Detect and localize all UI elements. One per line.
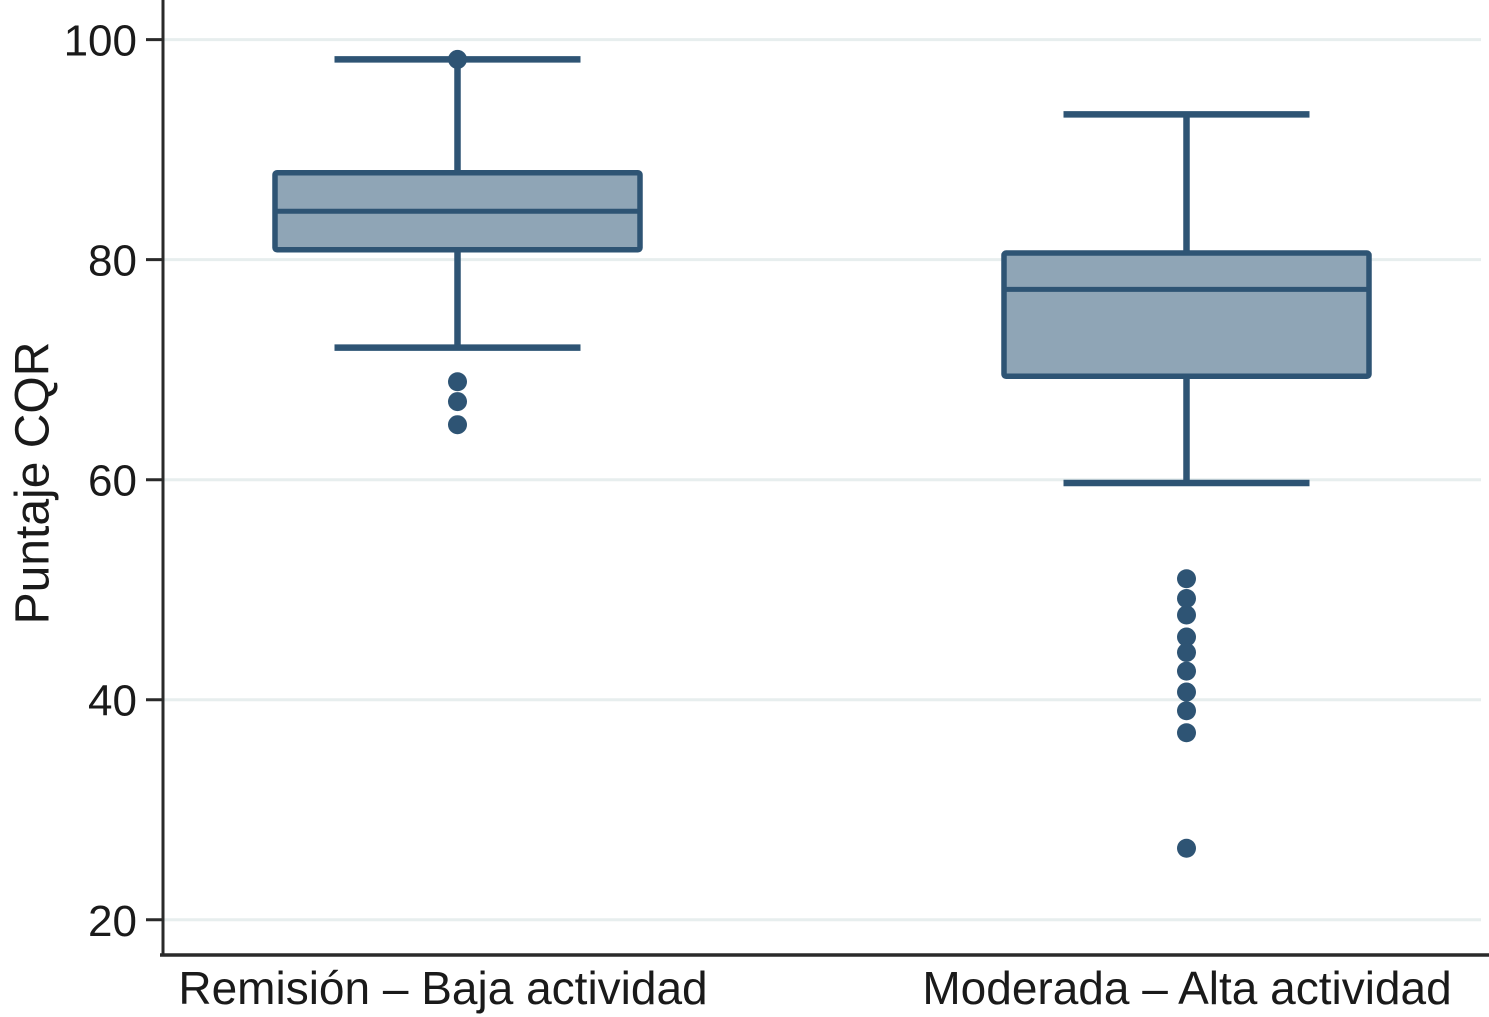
- y-axis-title: Puntaje CQR: [6, 341, 60, 625]
- outlier-dot: [1177, 627, 1196, 647]
- outlier-dot: [1177, 642, 1196, 662]
- y-tick-label-40: 40: [88, 677, 137, 726]
- y-tick-label-20: 20: [88, 897, 137, 946]
- outlier-dot: [1177, 682, 1196, 702]
- outlier-dot: [1177, 723, 1196, 743]
- outlier-dot: [448, 392, 467, 412]
- outlier-dot: [1177, 838, 1196, 858]
- y-tick-label-100: 100: [64, 17, 137, 66]
- outlier-dot: [1177, 701, 1196, 721]
- outlier-dot: [448, 49, 467, 69]
- outlier-dot: [1177, 569, 1196, 589]
- y-tick-label-60: 60: [88, 457, 137, 506]
- outlier-dot: [448, 415, 467, 435]
- outlier-dot: [1177, 661, 1196, 681]
- iqr-box: [1001, 250, 1372, 380]
- x-category-label-remision: Remisión – Baja actividad: [178, 962, 708, 1014]
- outlier-dot: [1177, 589, 1196, 609]
- x-category-label-moderada: Moderada – Alta actividad: [922, 962, 1452, 1014]
- y-tick-label-80: 80: [88, 237, 137, 286]
- outlier-dot: [1177, 605, 1196, 625]
- outlier-dot: [448, 372, 467, 392]
